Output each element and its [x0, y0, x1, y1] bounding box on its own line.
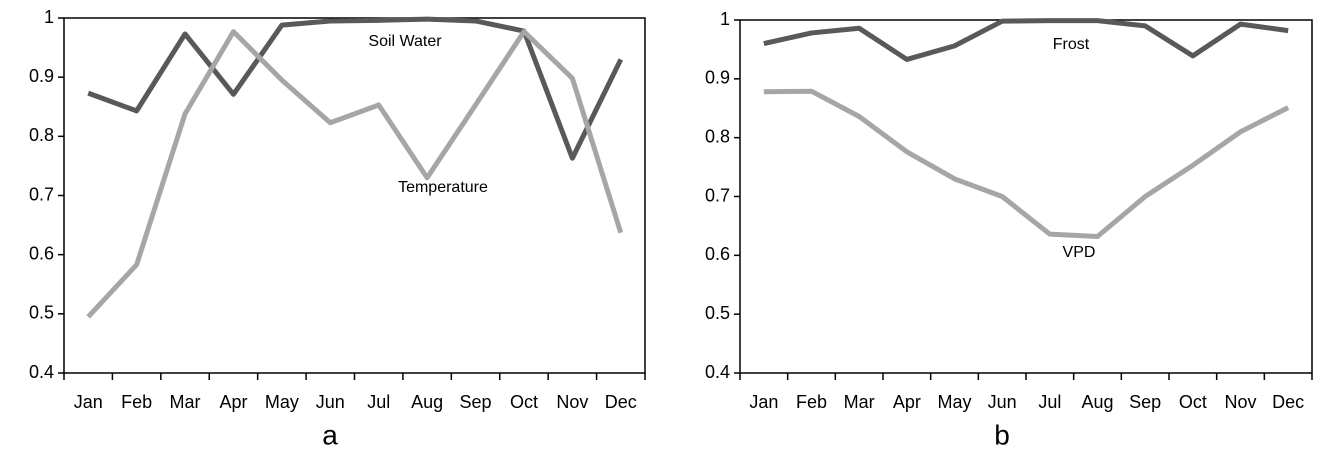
y-tick-label: 0.8 [705, 126, 730, 146]
y-tick-label: 1 [44, 7, 54, 27]
y-tick-label: 0.7 [29, 184, 54, 204]
y-tick-label: 0.7 [705, 185, 730, 205]
x-tick-label: Jan [749, 392, 778, 412]
y-tick-label: 0.6 [29, 243, 54, 263]
chart-caption: b [994, 419, 1010, 450]
series-line [763, 18, 1289, 62]
x-tick-label: May [265, 392, 299, 412]
y-tick-label: 0.5 [705, 303, 730, 323]
x-tick-label: Nov [556, 392, 588, 412]
y-tick-label: 0.5 [29, 303, 54, 323]
x-tick-label: Dec [1272, 392, 1304, 412]
y-tick-label: 0.9 [705, 68, 730, 88]
x-tick-label: Nov [1224, 392, 1256, 412]
series-label: Temperature [398, 179, 488, 196]
x-tick-label: Apr [219, 392, 247, 412]
x-tick-label: Sep [1129, 392, 1161, 412]
series-label: Frost [1053, 36, 1090, 53]
series-line [87, 16, 624, 161]
plot-frame [63, 17, 646, 374]
y-tick-label: 0.4 [29, 362, 54, 382]
x-tick-label: Jun [316, 392, 345, 412]
x-tick-label: Oct [510, 392, 538, 412]
x-tick-label: Sep [460, 392, 492, 412]
x-tick-label: Oct [1179, 392, 1207, 412]
x-tick-label: Jul [367, 392, 390, 412]
series-line [763, 88, 1290, 240]
x-tick-label: Jun [988, 392, 1017, 412]
x-tick-label: Jul [1038, 392, 1061, 412]
y-tick-label: 0.9 [29, 66, 54, 86]
x-tick-label: Feb [121, 392, 152, 412]
x-tick-label: Dec [605, 392, 637, 412]
x-tick-label: Aug [1081, 392, 1113, 412]
y-tick-label: 1 [720, 9, 730, 29]
y-tick-label: 0.8 [29, 125, 54, 145]
y-tick-label: 0.6 [705, 244, 730, 264]
chart-caption: a [322, 419, 338, 450]
x-tick-label: Feb [796, 392, 827, 412]
y-tick-label: 0.4 [705, 362, 730, 382]
plot-frame [739, 19, 1313, 374]
x-tick-label: Mar [170, 392, 201, 412]
x-tick-label: Apr [893, 392, 921, 412]
x-tick-label: Mar [844, 392, 875, 412]
series-line [86, 29, 624, 319]
x-tick-label: Aug [411, 392, 443, 412]
series-label: VPD [1063, 244, 1096, 261]
x-tick-label: May [937, 392, 971, 412]
series-label: Soil Water [368, 33, 442, 50]
x-tick-label: Jan [74, 392, 103, 412]
